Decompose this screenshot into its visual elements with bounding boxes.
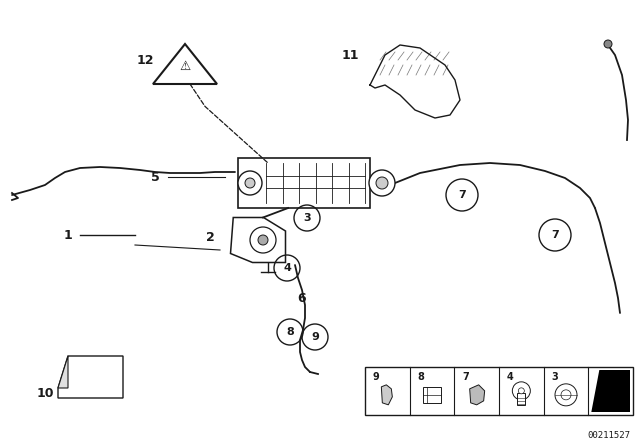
Text: 2: 2 xyxy=(205,231,214,244)
Text: 8: 8 xyxy=(286,327,294,337)
Circle shape xyxy=(518,388,524,394)
Circle shape xyxy=(561,390,571,400)
Text: 3: 3 xyxy=(552,372,558,382)
Text: 00211527: 00211527 xyxy=(587,431,630,440)
Text: 7: 7 xyxy=(551,230,559,240)
Text: 6: 6 xyxy=(298,292,307,305)
Circle shape xyxy=(258,235,268,245)
Text: 4: 4 xyxy=(283,263,291,273)
Text: 3: 3 xyxy=(303,213,311,223)
Bar xyxy=(238,158,370,208)
Polygon shape xyxy=(58,356,123,398)
Text: ⚠: ⚠ xyxy=(179,60,191,73)
Text: 7: 7 xyxy=(462,372,469,382)
Text: 9: 9 xyxy=(372,372,380,382)
Polygon shape xyxy=(230,217,285,263)
Polygon shape xyxy=(153,44,217,84)
Circle shape xyxy=(376,177,388,189)
Text: 4: 4 xyxy=(507,372,513,382)
Polygon shape xyxy=(470,385,484,405)
Text: 1: 1 xyxy=(63,228,72,241)
Bar xyxy=(365,367,633,415)
Text: 10: 10 xyxy=(36,387,54,400)
Circle shape xyxy=(238,171,262,195)
Text: 9: 9 xyxy=(311,332,319,342)
Circle shape xyxy=(250,227,276,253)
Circle shape xyxy=(555,384,577,406)
Text: 12: 12 xyxy=(136,53,154,66)
Polygon shape xyxy=(370,45,460,118)
Polygon shape xyxy=(381,385,392,405)
Polygon shape xyxy=(58,356,68,388)
Text: 11: 11 xyxy=(341,48,359,61)
Polygon shape xyxy=(591,370,630,412)
Circle shape xyxy=(245,178,255,188)
Circle shape xyxy=(604,40,612,48)
Circle shape xyxy=(513,382,531,400)
Text: 7: 7 xyxy=(458,190,466,200)
Circle shape xyxy=(369,170,395,196)
Text: 5: 5 xyxy=(150,171,159,184)
Bar xyxy=(517,393,525,405)
Bar xyxy=(423,387,441,403)
Text: 8: 8 xyxy=(417,372,424,382)
